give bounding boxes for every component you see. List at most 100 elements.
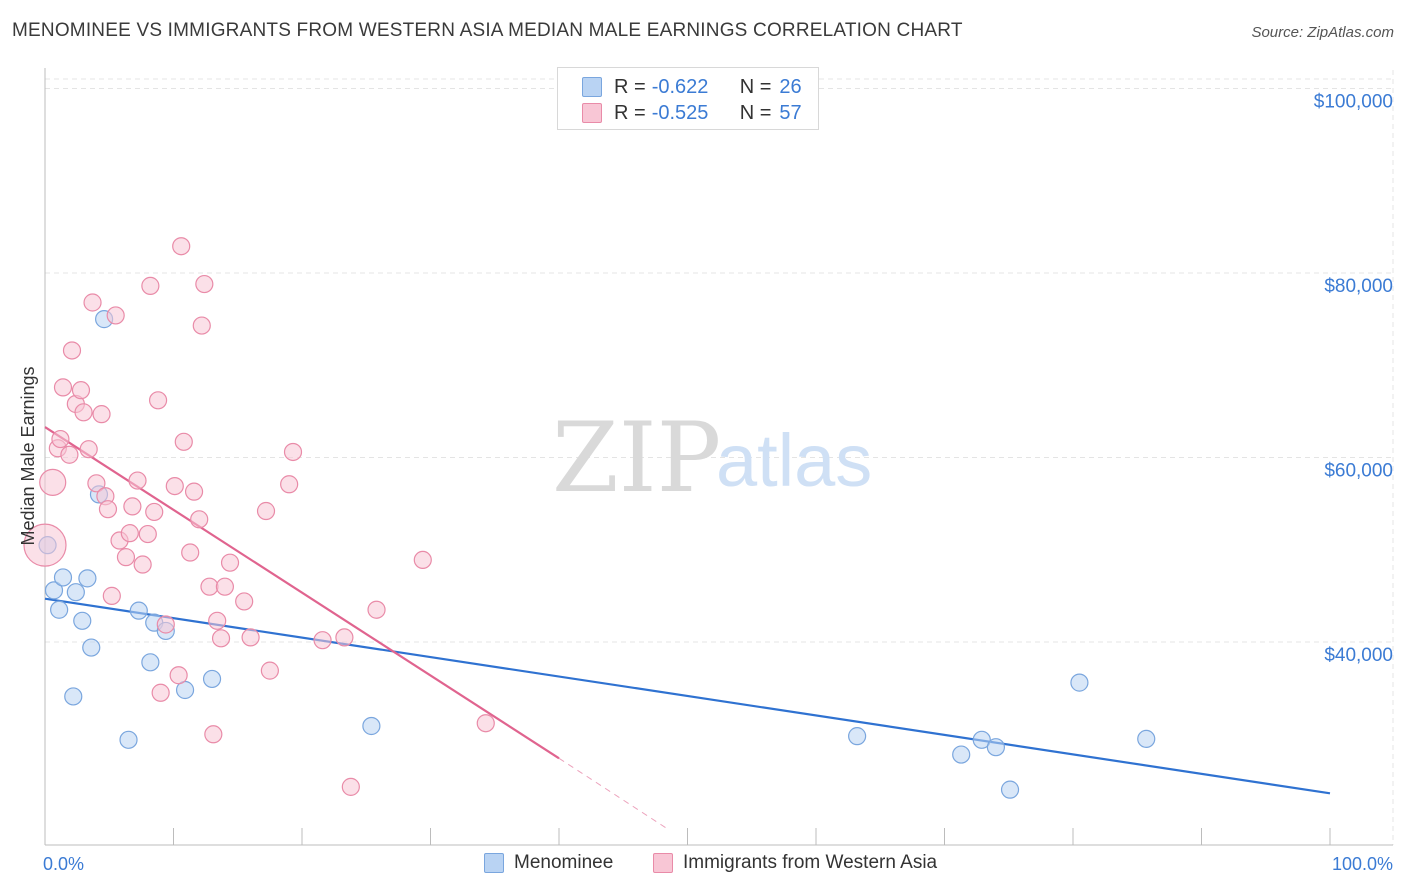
y-tick-label: $80,000 <box>1324 276 1393 297</box>
gridlines <box>45 70 1394 845</box>
y-tick-label: $40,000 <box>1324 645 1393 666</box>
menominee-point <box>78 569 97 588</box>
western-asia-point <box>204 725 223 744</box>
western-asia-point <box>79 440 98 459</box>
menominee-point <box>952 745 971 764</box>
western-asia-trend-extension <box>558 757 669 830</box>
legend-item-western-asia[interactable]: Immigrants from Western Asia <box>653 852 937 874</box>
western-asia-point <box>283 442 303 462</box>
western-asia-point <box>92 405 111 424</box>
menominee-point <box>1070 673 1089 692</box>
western-asia-point <box>181 543 200 562</box>
legend-item-menominee[interactable]: Menominee <box>484 852 613 874</box>
western-asia-point <box>156 615 175 634</box>
western-asia-point <box>133 555 152 574</box>
n-value: 57 <box>779 101 802 124</box>
menominee-point <box>53 568 73 587</box>
n-value: 26 <box>779 75 802 98</box>
menominee-point <box>73 611 92 630</box>
menominee-point <box>1000 780 1020 799</box>
menominee-point <box>64 687 83 706</box>
western-asia-point <box>53 378 73 397</box>
western-asia-point <box>23 523 67 567</box>
western-asia-point <box>211 629 231 648</box>
menominee-point <box>119 730 138 749</box>
n-label: N = <box>739 75 772 98</box>
western-asia-point <box>169 666 188 685</box>
western-asia-point <box>74 403 93 422</box>
watermark-zip: ZIP <box>552 402 721 514</box>
legend-row-western-asia: R = -0.525 N = 57 <box>582 101 802 125</box>
western-asia-point <box>184 482 204 501</box>
menominee-point <box>129 601 148 620</box>
western-asia-point <box>260 661 279 680</box>
menominee-trend-line <box>44 597 1331 795</box>
western-asia-swatch <box>582 103 602 123</box>
x-tick-label-right: 100.0% <box>1332 854 1393 874</box>
western-asia-point <box>62 341 82 360</box>
axis-labels: $40,000 $60,000 $80,000 $100,000 0.0% 100.0% M… <box>18 91 1393 874</box>
western-asia-point <box>313 631 332 650</box>
menominee-point <box>50 600 69 619</box>
western-asia-point <box>208 611 227 630</box>
watermark-atlas: atlas <box>716 419 872 502</box>
legend-label: Menominee <box>514 852 614 873</box>
axes <box>44 68 1393 846</box>
legend-label: Immigrants from Western Asia <box>683 852 938 873</box>
western-asia-point <box>102 586 121 605</box>
western-asia-point <box>174 432 193 451</box>
r-value: -0.525 <box>651 101 709 124</box>
correlation-legend: R = -0.622 N = 26 R = -0.525 N = 57 <box>557 67 819 130</box>
western-asia-point <box>476 714 495 733</box>
watermark: ZIP atlas <box>552 402 872 514</box>
western-asia-point <box>256 501 276 521</box>
menominee-point <box>82 638 101 657</box>
y-tick-label: $100,000 <box>1314 91 1393 112</box>
western-asia-point <box>220 553 240 572</box>
western-asia-point <box>71 381 91 400</box>
chart-title: MENOMINEE VS IMMIGRANTS FROM WESTERN ASI… <box>12 20 963 41</box>
menominee-point <box>986 738 1006 757</box>
western-asia-point <box>280 475 299 494</box>
source-credit: Source: ZipAtlas.com <box>1251 24 1394 41</box>
western-asia-point <box>120 524 139 543</box>
series-legend: Menominee Immigrants from Western Asia <box>0 852 1406 878</box>
western-asia-point <box>123 497 142 516</box>
x-tick-label-left: 0.0% <box>43 854 84 874</box>
menominee-point <box>44 581 64 600</box>
western-asia-point <box>116 548 136 567</box>
menominee-point <box>66 583 85 602</box>
western-asia-point <box>141 276 160 295</box>
menominee-point <box>141 653 160 672</box>
menominee-point <box>1137 729 1156 748</box>
western-asia-point <box>60 445 79 464</box>
y-axis-title: Median Male Earnings <box>18 366 38 545</box>
western-asia-point <box>200 577 219 596</box>
western-asia-point <box>106 306 125 325</box>
western-asia-point <box>190 510 209 529</box>
data-points <box>23 237 1156 799</box>
menominee-point <box>362 716 381 736</box>
r-label: R = <box>614 75 646 98</box>
menominee-point <box>972 730 991 749</box>
western-asia-point <box>235 592 254 611</box>
western-asia-point <box>98 500 118 519</box>
western-asia-trend-line <box>44 426 560 760</box>
r-label: R = <box>614 101 646 124</box>
western-asia-point <box>195 274 214 294</box>
menominee-swatch <box>484 853 504 873</box>
western-asia-point <box>145 502 164 522</box>
western-asia-point <box>413 550 432 570</box>
western-asia-point <box>172 237 191 256</box>
menominee-swatch <box>582 77 602 97</box>
western-asia-swatch <box>653 853 673 873</box>
y-tick-label: $60,000 <box>1324 461 1393 482</box>
western-asia-point <box>151 683 170 702</box>
western-asia-point <box>165 477 184 496</box>
western-asia-point <box>83 293 102 312</box>
western-asia-point <box>215 577 234 596</box>
western-asia-point <box>138 524 157 544</box>
western-asia-point <box>148 391 168 410</box>
western-asia-point <box>335 628 354 647</box>
